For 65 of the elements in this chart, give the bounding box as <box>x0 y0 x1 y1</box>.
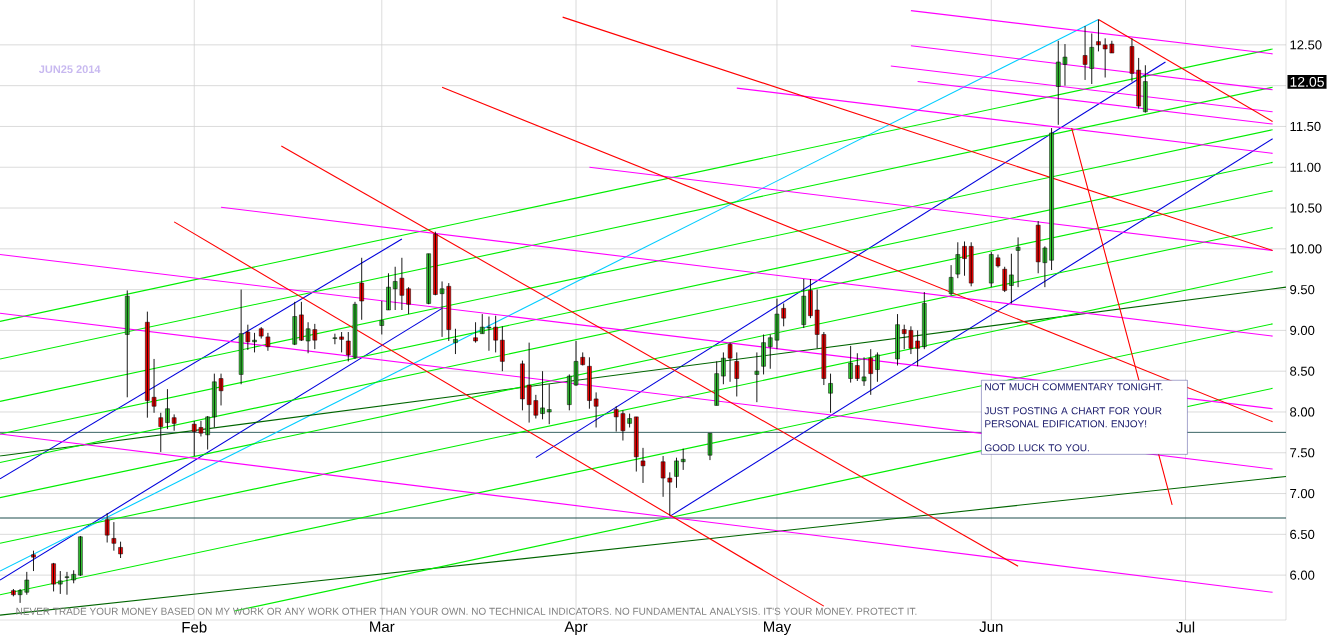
y-tick-label: 7.00 <box>1290 488 1315 499</box>
candlestick <box>1009 253 1014 304</box>
candlestick <box>1143 64 1148 114</box>
x-tick-label: Feb <box>182 621 207 633</box>
candlestick <box>714 360 719 406</box>
candlestick <box>640 447 646 484</box>
candlestick <box>707 432 713 461</box>
candlestick <box>1015 236 1021 288</box>
y-tick-label: 11.50 <box>1290 121 1321 132</box>
candlestick <box>868 348 873 396</box>
candlestick <box>674 457 679 489</box>
candlestick <box>31 550 36 572</box>
annotation: GOOD LUCK TO YOU. <box>984 444 1089 452</box>
candlestick <box>58 570 63 595</box>
y-tick-label: 10.50 <box>1290 203 1322 213</box>
y-tick-label: 12.50 <box>1290 40 1322 50</box>
y-tick-label: 10.00 <box>1290 244 1322 254</box>
y-tick-label: 6.50 <box>1290 529 1315 539</box>
candlestick <box>111 521 117 552</box>
candlestick <box>1002 266 1007 293</box>
candlestick <box>962 241 967 277</box>
candlestick <box>51 562 56 592</box>
y-tick-label: 8.00 <box>1290 407 1315 417</box>
y-tick-label: 11.00 <box>1290 162 1321 172</box>
x-tick-label: Jun <box>979 621 1003 632</box>
annotation: NOT MUCH COMMENTARY TONIGHT. <box>985 383 1163 391</box>
candlestick <box>828 373 833 414</box>
candlestick <box>426 253 431 305</box>
candlestick <box>848 345 853 384</box>
candlestick <box>118 541 123 559</box>
y-tick-label: 9.00 <box>1290 325 1315 335</box>
candlestick <box>453 328 458 355</box>
candlestick <box>359 257 364 321</box>
candlestick <box>875 351 880 383</box>
y-tick-label: 9.50 <box>1290 285 1315 295</box>
candlestick <box>734 351 740 397</box>
candlestick <box>634 416 639 472</box>
candlestick <box>386 272 391 311</box>
x-tick-label: Mar <box>370 621 395 632</box>
candlestick <box>955 241 961 279</box>
candlestick <box>895 313 900 366</box>
candlestick <box>158 412 164 453</box>
x-tick-label: Apr <box>564 621 588 635</box>
candlestick <box>104 512 110 543</box>
candlestick <box>754 351 760 403</box>
candlestick <box>292 301 297 346</box>
x-tick-label: May <box>764 621 792 635</box>
candlestick <box>78 535 83 577</box>
annotation: JUN25 2014 <box>38 65 101 74</box>
y-tick-label: 8.50 <box>1290 366 1315 376</box>
candlestick <box>540 370 545 420</box>
text: 12.05 <box>1290 76 1324 87</box>
candlestick <box>125 289 130 398</box>
candlestick <box>968 241 974 287</box>
annotation: JUST POSTING A CHART FOR YOUR PERSONAL EDIFICATION. ENJOY! <box>984 407 1162 428</box>
y-tick-label: 7.50 <box>1290 448 1315 458</box>
y-tick-label: 6.00 <box>1290 570 1315 580</box>
candlestick <box>546 383 552 425</box>
candlestick <box>473 321 478 344</box>
x-tick-label: Jul <box>1176 621 1195 633</box>
candlestick <box>761 334 766 375</box>
candlestick <box>379 300 385 335</box>
candlestick <box>801 278 807 329</box>
candlestick <box>500 325 505 372</box>
candlestick <box>680 448 686 471</box>
